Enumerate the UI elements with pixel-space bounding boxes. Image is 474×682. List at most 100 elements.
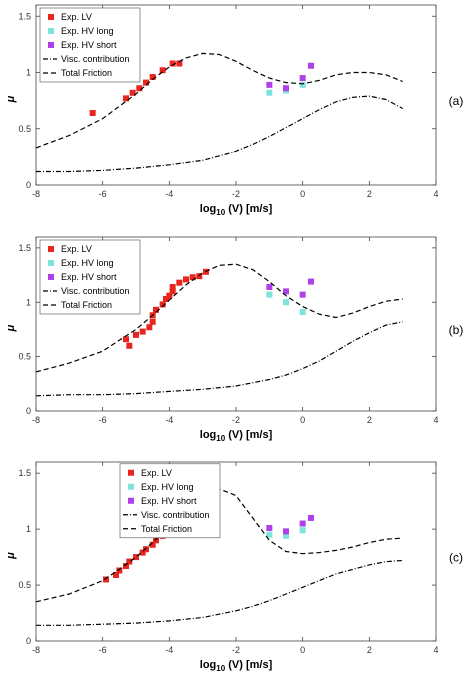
x-tick-label: 2 <box>367 645 372 655</box>
y-tick-label: 0.5 <box>18 580 31 590</box>
data-point <box>113 571 119 578</box>
data-point <box>123 336 129 343</box>
y-tick-label: 0.5 <box>18 124 31 134</box>
data-point <box>299 527 306 534</box>
data-point <box>126 342 133 349</box>
data-point <box>283 528 289 535</box>
data-point <box>149 541 156 548</box>
x-axis-label-base: log <box>200 203 217 215</box>
x-axis-label-rest: (V) [m/s] <box>225 659 272 671</box>
data-point <box>299 520 306 527</box>
x-tick-label: -8 <box>32 189 40 199</box>
data-point <box>159 67 166 74</box>
x-tick-label: -4 <box>165 415 173 425</box>
y-tick-label: 0.5 <box>18 352 31 362</box>
x-tick-label: 4 <box>433 645 438 655</box>
data-point <box>89 110 96 116</box>
x-tick-label: 0 <box>300 645 305 655</box>
legend-entry: Exp. HV long <box>61 258 114 268</box>
data-point <box>196 273 203 280</box>
data-point <box>266 284 273 291</box>
panel-label: (a) <box>449 94 464 108</box>
legend-marker <box>48 246 54 252</box>
x-tick-label: -2 <box>232 415 240 425</box>
x-axis-label-base: log <box>200 659 217 671</box>
data-point <box>139 328 146 335</box>
series-line-visc-contribution <box>35 321 403 397</box>
legend-entry: Exp. HV short <box>61 40 117 50</box>
x-tick-label: -4 <box>165 189 173 199</box>
legend-entry: Exp. LV <box>141 468 172 478</box>
y-tick-label: 0 <box>26 180 31 190</box>
series-line-total-friction <box>35 263 403 373</box>
data-point <box>176 60 183 67</box>
data-point <box>123 563 129 570</box>
x-tick-label: -8 <box>32 645 40 655</box>
legend-entry: Visc. contribution <box>141 510 209 520</box>
legend-entry: Exp. LV <box>61 244 92 254</box>
x-tick-label: -6 <box>99 189 107 199</box>
x-tick-label: -8 <box>32 415 40 425</box>
data-point <box>169 60 176 67</box>
x-tick-label: 0 <box>300 189 305 199</box>
x-tick-label: 4 <box>433 415 438 425</box>
data-point <box>136 85 143 92</box>
x-axis-label-base: log <box>200 429 217 441</box>
x-axis-label-rest: (V) [m/s] <box>225 203 272 215</box>
data-point <box>266 525 273 532</box>
data-point <box>183 276 189 283</box>
legend-entry: Exp. HV short <box>141 496 197 506</box>
data-point <box>116 567 123 574</box>
x-tick-label: -2 <box>232 189 240 199</box>
data-point <box>266 81 273 88</box>
data-point <box>143 79 149 86</box>
x-axis-label-rest: (V) [m/s] <box>225 429 272 441</box>
data-point <box>166 292 173 299</box>
data-point <box>143 546 149 553</box>
x-tick-label: 4 <box>433 189 438 199</box>
legend-box <box>39 7 141 83</box>
legend-marker <box>48 14 54 20</box>
panel-label: (b) <box>449 323 464 337</box>
legend-box <box>119 463 221 539</box>
data-point <box>299 81 306 88</box>
y-tick-label: 1 <box>26 297 31 307</box>
legend-marker <box>128 483 134 490</box>
y-tick-label: 1 <box>26 524 31 534</box>
legend-marker <box>48 274 54 280</box>
chart-panel-1: -8 -6 -4 -2 0 2 4 0 0.5 1 1.5 log10 (V) [m/s] μ Exp. … <box>5 236 439 443</box>
y-tick-label: 1 <box>26 68 31 78</box>
panel-label: (c) <box>449 551 463 565</box>
legend-box <box>39 239 141 315</box>
legend-marker <box>48 28 54 34</box>
y-tick-label: 0 <box>26 636 31 646</box>
legend-entry: Exp. LV <box>61 12 92 22</box>
data-point <box>103 576 109 583</box>
data-point <box>266 531 273 538</box>
legend-marker <box>48 42 54 48</box>
data-point <box>308 514 314 521</box>
data-point <box>299 291 306 298</box>
legend-entry: Total Friction <box>141 524 192 534</box>
series-line-visc-contribution <box>36 95 403 173</box>
data-point <box>133 554 139 561</box>
data-point <box>176 279 183 286</box>
data-point <box>283 85 289 92</box>
x-axis-label: log10 (V) [m/s] <box>200 659 273 673</box>
legend-marker <box>128 497 134 504</box>
x-tick-label: -2 <box>232 645 240 655</box>
data-point <box>149 318 156 325</box>
data-point <box>283 299 289 306</box>
legend-marker <box>128 469 134 476</box>
x-tick-label: -6 <box>99 415 107 425</box>
x-axis-label-subscript: 10 <box>216 208 225 217</box>
y-axis-label: μ <box>5 552 17 560</box>
data-point <box>299 309 306 316</box>
x-axis-label-subscript: 10 <box>216 434 225 443</box>
y-tick-label: 0 <box>26 406 31 416</box>
data-point <box>266 89 273 96</box>
data-point <box>153 537 159 544</box>
legend-entry: Exp. HV short <box>61 272 117 282</box>
data-point <box>129 89 136 96</box>
